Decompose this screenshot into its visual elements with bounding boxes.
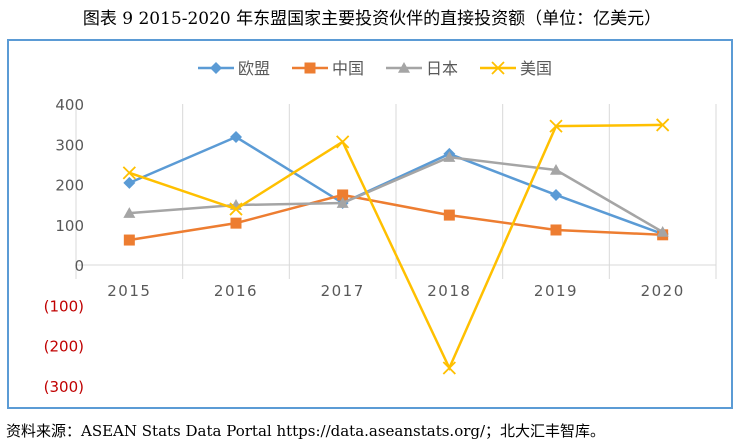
diamond-marker xyxy=(230,131,242,144)
series-line xyxy=(128,135,664,236)
triangle-marker xyxy=(336,197,349,208)
triangle-marker xyxy=(656,225,669,237)
y-tick-label: 0 xyxy=(74,257,84,275)
legend-label: 美国 xyxy=(520,59,552,78)
legend-item: 美国 xyxy=(480,59,552,78)
x-marker xyxy=(656,118,670,132)
x-tick-label: 2019 xyxy=(534,282,578,300)
y-tick-label: (300) xyxy=(44,378,84,396)
series-美国 xyxy=(122,118,670,375)
y-tick-label: 100 xyxy=(55,217,84,235)
legend-label: 日本 xyxy=(426,59,458,78)
square-marker xyxy=(337,189,349,201)
series-line xyxy=(129,155,664,234)
diamond-marker xyxy=(123,176,136,189)
x-tick-label: 2017 xyxy=(321,282,365,300)
square-marker xyxy=(123,234,135,246)
x-tick-label: 2015 xyxy=(107,282,151,300)
diamond-marker xyxy=(210,62,222,74)
y-tick-label: (100) xyxy=(44,297,84,315)
x-marker xyxy=(442,361,456,375)
chart-border xyxy=(7,39,733,409)
square-marker xyxy=(304,62,316,74)
triangle-marker xyxy=(398,62,410,73)
x-marker xyxy=(491,61,505,75)
triangle-marker xyxy=(550,164,562,175)
x-marker xyxy=(549,119,563,133)
diamond-marker xyxy=(550,188,562,201)
chart-title: 图表 9 2015-2020 年东盟国家主要投资伙伴的直接投资额（单位：亿美元） xyxy=(83,9,661,29)
y-tick-label: 200 xyxy=(55,177,84,195)
y-tick-label: 300 xyxy=(55,136,84,154)
x-marker xyxy=(336,135,350,149)
legend-item: 中国 xyxy=(292,59,364,78)
source-note: 资料来源：ASEAN Stats Data Portal https://dat… xyxy=(6,422,605,440)
triangle-marker xyxy=(443,151,456,162)
triangle-marker xyxy=(123,207,136,218)
series-line xyxy=(128,123,663,372)
y-tick-label: (200) xyxy=(44,338,84,356)
series-line xyxy=(129,193,663,242)
square-marker xyxy=(230,217,242,229)
x-tick-label: 2016 xyxy=(214,282,258,300)
legend-item: 日本 xyxy=(386,59,458,78)
x-marker xyxy=(122,166,136,180)
legend-label: 欧盟 xyxy=(238,59,270,78)
legend-item: 欧盟 xyxy=(198,59,270,78)
x-marker xyxy=(229,202,243,216)
square-marker xyxy=(550,224,562,236)
x-tick-label: 2020 xyxy=(641,282,685,300)
x-tick-label: 2018 xyxy=(427,282,471,300)
legend-label: 中国 xyxy=(332,59,364,78)
square-marker xyxy=(443,209,455,221)
y-tick-label: 400 xyxy=(55,96,84,114)
